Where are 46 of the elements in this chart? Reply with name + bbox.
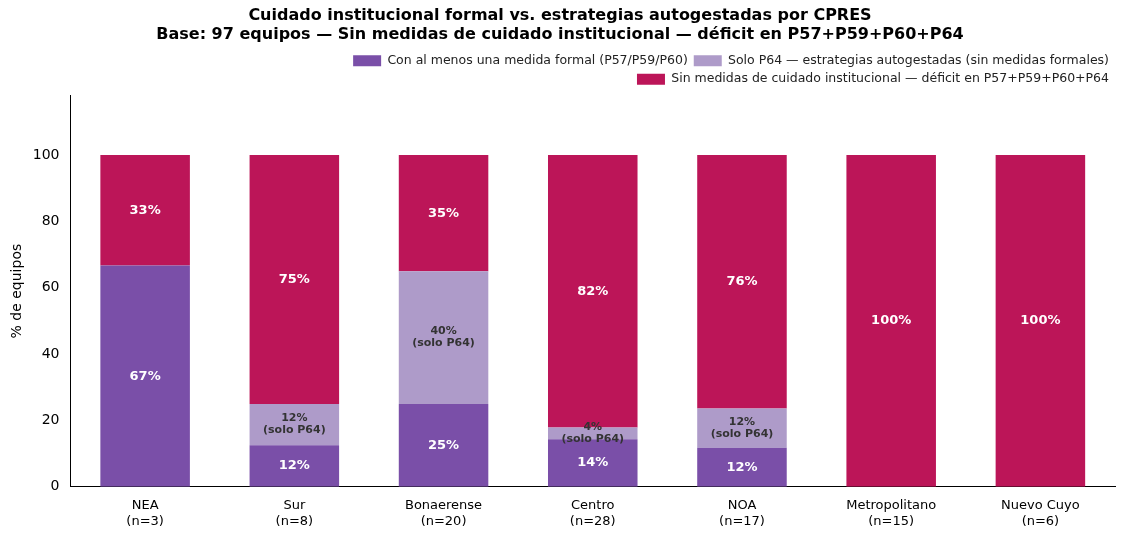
data-label: 67%: [129, 367, 161, 383]
y-tick-label: 40: [41, 344, 60, 361]
data-label: 4% (solo P64): [561, 420, 625, 446]
data-label: 33%: [129, 201, 161, 217]
data-label: 14%: [577, 454, 609, 470]
data-label: 35%: [427, 204, 460, 220]
y-axis-title: % de equipos: [8, 243, 25, 339]
x-tick-label: NEA (n=3): [126, 496, 164, 528]
bar: [249, 155, 340, 404]
data-label: 12%: [726, 458, 758, 474]
legend-label: Solo P64 — estrategias autogestadas (sin medidas formales): [728, 51, 1110, 67]
y-tick-label: 100: [32, 145, 60, 162]
y-tick-label: 60: [41, 278, 60, 295]
x-tick-label: Nuevo Cuyo (n=6): [1001, 496, 1080, 528]
y-tick-label: 80: [41, 212, 60, 229]
data-label: 12%: [278, 457, 310, 473]
bar: [548, 155, 638, 428]
chart-title: Cuidado institucional formal vs. estrategias autogestadas por CPRES Base: 97 equipos — Sin medidas de cuidado institucional — déficit en P57+P59+P60+P64: [156, 4, 964, 43]
bar: [697, 155, 787, 409]
bar: [697, 447, 787, 487]
data-label: 76%: [726, 273, 758, 289]
data-label: 100%: [871, 312, 912, 328]
x-tick-label: Metropolitano (n=15): [846, 496, 937, 528]
y-tick-label: 0: [50, 477, 60, 494]
x-tick-label: Bonaerense (n=20): [404, 496, 483, 528]
bar: [249, 445, 340, 487]
data-label: 100%: [1020, 312, 1061, 328]
bar: [995, 155, 1086, 487]
data-label: 12% (solo P64): [710, 414, 774, 440]
data-label: 25%: [427, 436, 460, 452]
x-tick-label: Centro (n=28): [569, 496, 616, 528]
x-tick-label: Sur (n=8): [275, 496, 314, 528]
data-label: 40% (solo P64): [412, 324, 475, 350]
data-label: 12% (solo P64): [262, 411, 326, 437]
bar: [398, 155, 489, 272]
data-label: 75%: [278, 270, 310, 286]
x-tick-label: NOA (n=17): [719, 496, 765, 528]
legend-label: Sin medidas de cuidado institucional — déficit en P57+P59+P60+P64: [671, 70, 1110, 86]
y-tick-label: 20: [41, 411, 60, 428]
bar: [100, 155, 190, 266]
data-label: 82%: [577, 282, 609, 298]
bar: [100, 265, 190, 487]
bar: [398, 271, 489, 404]
legend-label: Con al menos una medida formal (P57/P59/P60): [387, 51, 688, 67]
bar: [398, 403, 489, 487]
bar: [846, 155, 936, 487]
